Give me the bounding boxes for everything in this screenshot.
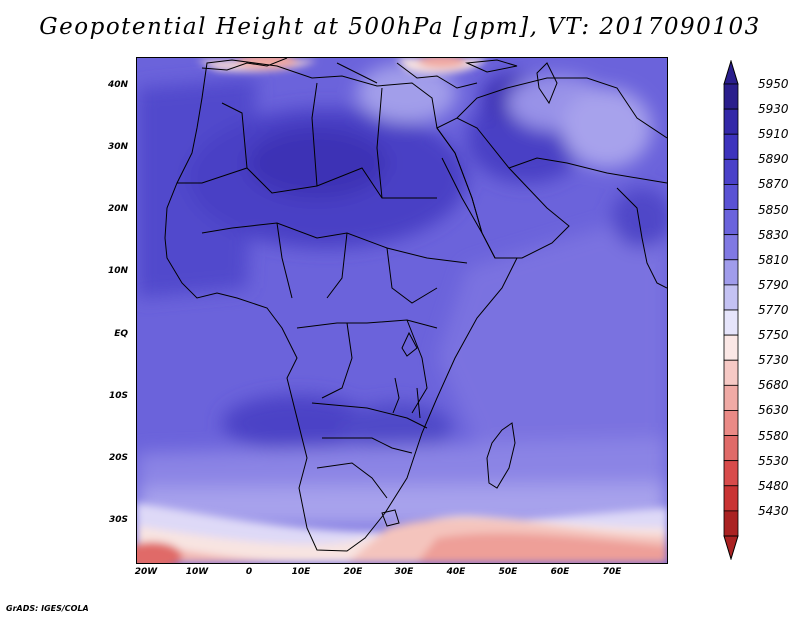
zambia-border	[322, 437, 413, 454]
colorbar-swatch	[723, 485, 739, 512]
lake-tanganyika	[392, 377, 400, 414]
colorbar-level-label: 5790	[758, 277, 789, 292]
sudan-border	[386, 247, 438, 304]
chad-border	[326, 232, 348, 299]
southern-gradient	[137, 58, 667, 563]
colorbar	[723, 60, 739, 560]
colorbar-level-label: 5930	[758, 102, 789, 117]
colorbar-level-label: 5770	[758, 303, 789, 317]
colorbar-level-label: 5750	[758, 328, 789, 343]
colorbar-level-label: 5830	[758, 227, 789, 242]
lon-label-40e: 40E	[446, 567, 466, 577]
drc-border	[321, 322, 353, 399]
geopotential-map	[137, 58, 667, 563]
india-coast	[616, 187, 667, 289]
lake-victoria	[401, 331, 418, 357]
balkan-coast	[396, 62, 478, 89]
colorbar-swatch	[723, 184, 739, 210]
lat-label-30s: 30S	[108, 515, 128, 525]
colorbar-level-label: 5890	[758, 152, 789, 167]
field-shading	[137, 63, 667, 528]
congo-border	[296, 319, 438, 329]
lat-label-eq: EQ	[114, 329, 128, 339]
red-sea-coast	[441, 157, 483, 234]
colorbar-swatch	[723, 259, 739, 286]
italy-coast	[336, 62, 378, 84]
colorbar-level-label: 5480	[758, 478, 789, 493]
credit-text: GrADS: IGES/COLA	[6, 604, 89, 613]
tanzania-border	[406, 319, 428, 414]
lon-label-0: 0	[245, 567, 253, 577]
colorbar-swatch	[723, 384, 739, 411]
sahara-border	[177, 167, 437, 199]
asia-coast	[456, 77, 667, 139]
colorbar-swatch	[723, 334, 739, 361]
lat-label-20s: 20S	[108, 453, 128, 463]
lat-label-10s: 10S	[108, 391, 128, 401]
black-sea-coast	[465, 59, 518, 73]
colorbar-swatch	[723, 83, 739, 110]
lon-label-30e: 30E	[394, 567, 414, 577]
colorbar-swatch	[723, 309, 739, 336]
algeria-border	[221, 102, 248, 169]
colorbar-swatch	[723, 158, 739, 185]
lon-label-20e: 20E	[343, 567, 363, 577]
coastlines	[164, 58, 667, 552]
colorbar-swatch	[723, 410, 739, 436]
nigeria-border	[276, 222, 293, 299]
colorbar-level-label: 5630	[758, 403, 789, 418]
colorbar-swatch	[723, 359, 739, 386]
colorbar-level-label: 5580	[758, 428, 789, 443]
caspian-coast	[536, 62, 558, 105]
lon-label-70e: 70E	[602, 567, 622, 577]
sahel-border	[201, 222, 468, 264]
colorbar-level-label: 5950	[758, 77, 789, 91]
libya-border	[311, 82, 318, 187]
namibia-border	[316, 462, 388, 499]
lat-label-20n: 20N	[107, 204, 128, 214]
lat-label-40n: 40N	[107, 80, 128, 90]
angola-border	[311, 402, 428, 429]
africa-coast	[164, 59, 518, 552]
colorbar-swatch	[723, 460, 739, 487]
lon-label-60e: 60E	[550, 567, 570, 577]
lesotho-border	[381, 509, 400, 527]
colorbar-swatch	[723, 435, 739, 462]
colorbar-level-label: 5430	[758, 503, 789, 518]
chart-title: Geopotential Height at 500hPa [gpm], VT:…	[39, 14, 761, 40]
lon-label-10w: 10W	[185, 567, 209, 577]
colorbar-swatch	[723, 510, 739, 537]
arabia-coast	[436, 117, 570, 259]
lon-label-10e: 10E	[291, 567, 311, 577]
colorbar-level-label: 5850	[758, 202, 789, 217]
colorbar-swatch	[723, 133, 739, 160]
colorbar-level-label: 5680	[758, 378, 789, 393]
colorbar-top-arrow	[723, 60, 739, 85]
lon-label-20w: 20W	[134, 567, 158, 577]
europe-coast	[201, 58, 288, 71]
colorbar-swatch	[723, 284, 739, 311]
colorbar-level-label: 5530	[758, 453, 789, 468]
colorbar-bottom-arrow	[723, 535, 739, 560]
colorbar-swatch	[723, 209, 739, 236]
gulf-coast	[508, 157, 667, 184]
colorbar-level-label: 5870	[758, 177, 789, 192]
madagascar-coast	[486, 422, 516, 489]
colorbar-swatch	[723, 108, 739, 135]
colorbar-level-label: 5730	[758, 353, 789, 368]
colorbar-level-label: 5810	[758, 252, 789, 267]
colorbar-swatch	[723, 234, 739, 261]
lat-label-30n: 30N	[107, 142, 128, 152]
lat-label-10n: 10N	[107, 266, 128, 276]
egypt-border	[376, 87, 383, 199]
lake-malawi	[416, 387, 421, 419]
colorbar-level-label: 5910	[758, 127, 789, 142]
map-panel	[136, 57, 668, 564]
lon-label-50e: 50E	[498, 567, 518, 577]
colorbar-swatches	[723, 60, 739, 560]
